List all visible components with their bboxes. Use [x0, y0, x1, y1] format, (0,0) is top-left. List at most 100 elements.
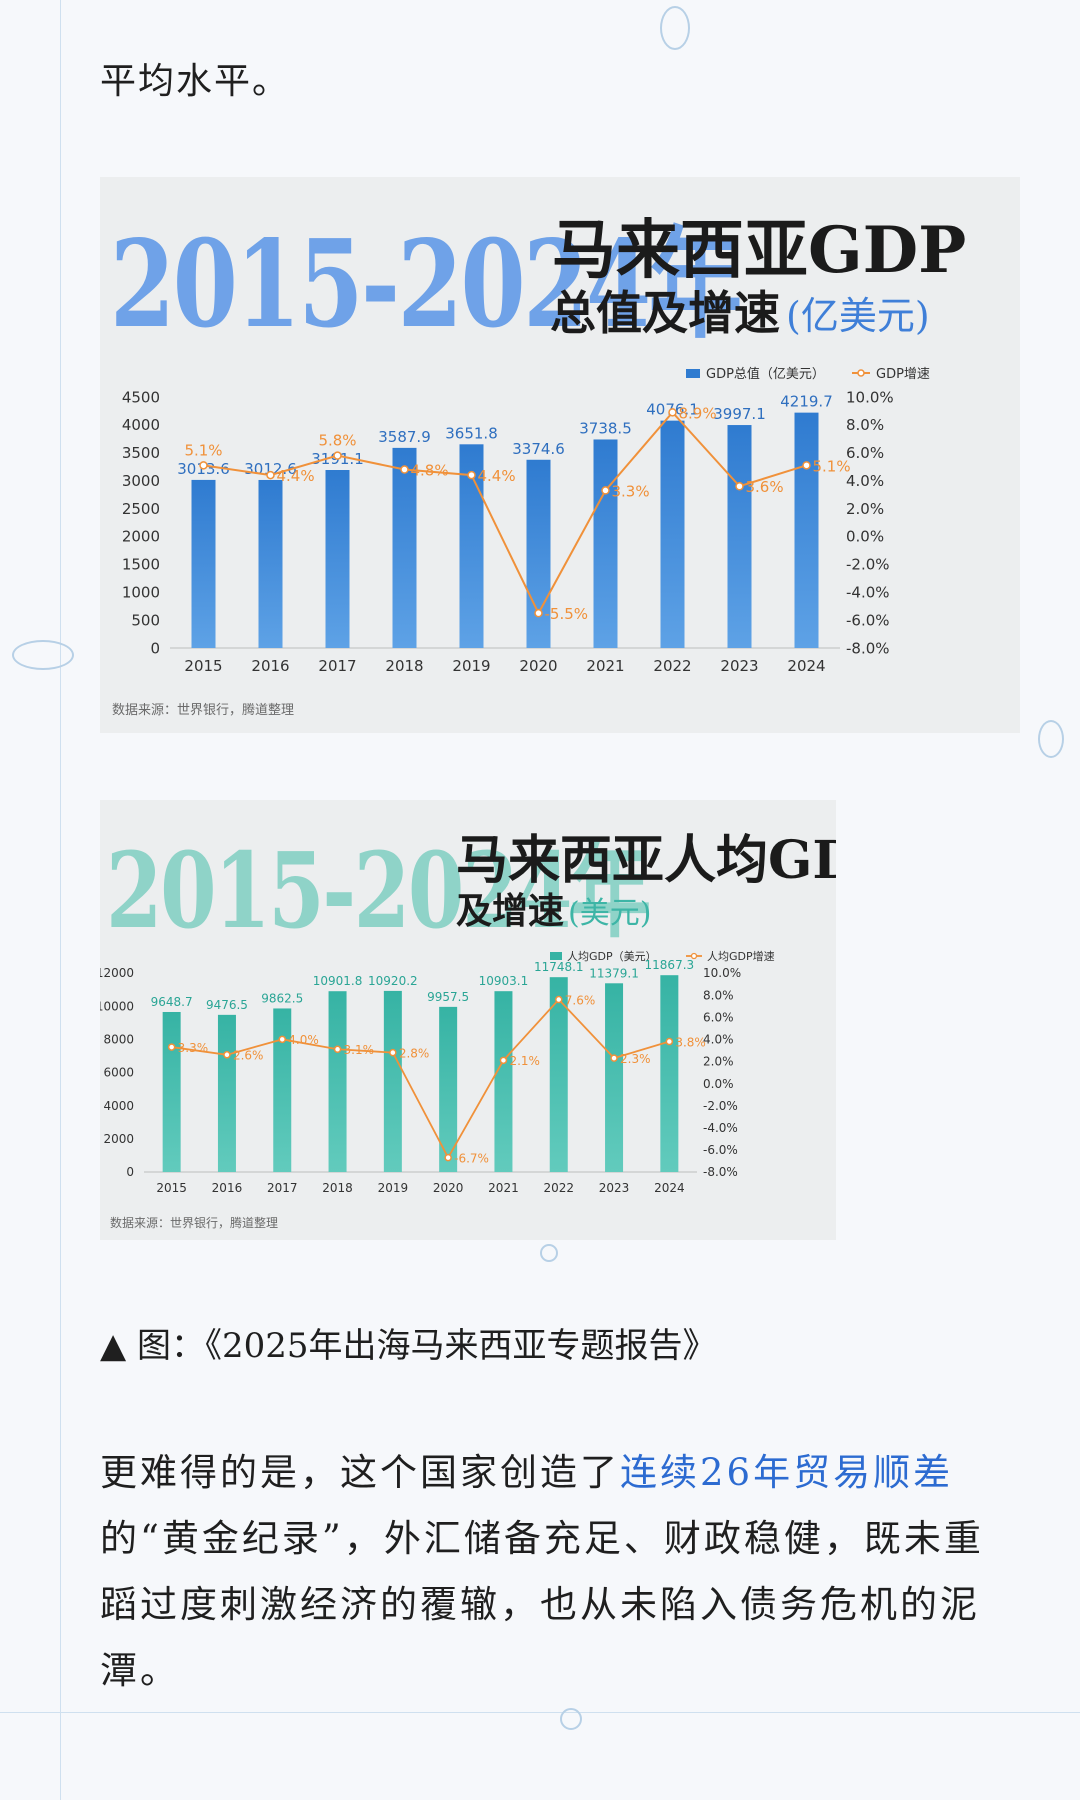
growth-point: [555, 995, 563, 1004]
figure-caption: ▲ 图：《2025年出海马来西亚专题报告》: [100, 1326, 717, 1366]
y-right-tick-label: -4.0%: [703, 1121, 738, 1135]
chart-subtitle-text: 总值及增速: [550, 286, 780, 340]
y-left-tick-label: 3500: [122, 444, 160, 462]
y-right-tick-label: 0.0%: [846, 528, 884, 546]
y-right-tick-label: 4.0%: [703, 1033, 734, 1047]
bar: [325, 470, 350, 648]
growth-value-label: 3.3%: [178, 1041, 209, 1055]
y-left-tick-label: 0: [126, 1165, 134, 1179]
x-tick-label: 2016: [212, 1181, 243, 1195]
y-right-tick-label: -4.0%: [846, 583, 890, 601]
x-tick-label: 2020: [433, 1181, 464, 1195]
x-tick-label: 2023: [599, 1181, 630, 1195]
growth-point: [333, 1045, 342, 1054]
chart-subtitle: 总值及增速 (亿美元): [550, 277, 930, 343]
legend: 人均GDP（美元） 人均GDP增速: [550, 949, 775, 963]
chart-subtitle-unit: (亿美元): [786, 294, 930, 338]
growth-value-label: -5.5%: [545, 605, 589, 623]
bar: [605, 983, 624, 1172]
x-tick-label: 2018: [322, 1181, 353, 1195]
y-right-tick-label: 4.0%: [846, 472, 884, 490]
x-tick-label: 2017: [318, 657, 356, 675]
y-left-tick-label: 1500: [122, 556, 160, 574]
y-right-tick-label: -6.0%: [703, 1143, 738, 1157]
x-tick-label: 2019: [378, 1181, 409, 1195]
growth-point: [665, 1037, 674, 1046]
legend: GDP总值（亿美元） GDP增速: [686, 366, 930, 382]
y-left-tick-label: 6000: [103, 1066, 134, 1080]
y-right-tick-label: -6.0%: [846, 611, 890, 629]
bar: [191, 479, 216, 648]
x-tick-label: 2021: [586, 657, 624, 675]
bar-value-label: 11379.1: [589, 966, 639, 980]
per-capita-gdp-chart-card: 2015-2024年 马来西亚人均GDP 及增速(美元) 人均GDP（美元） 人…: [100, 800, 836, 1240]
y-left-tick-label: 2000: [122, 528, 160, 546]
growth-value-label: 5.1%: [813, 457, 851, 475]
chart-subtitle: 及增速 (美元): [456, 882, 651, 934]
chart-subtitle-unit: (美元): [568, 896, 652, 931]
growth-value-label: 5.8%: [318, 432, 356, 450]
bar-value-label: 3738.5: [579, 419, 632, 437]
y-left-tick-label: 10000: [100, 999, 134, 1013]
x-tick-label: 2019: [452, 657, 490, 675]
bar-value-label: 10903.1: [479, 974, 529, 988]
chart-title-year: 2015-2024年: [106, 829, 651, 952]
y-left-tick-label: 4000: [122, 416, 160, 434]
body-text-part1: 更难得的是，这个国家创造了: [100, 1451, 620, 1494]
x-tick-label: 2024: [787, 657, 825, 675]
decoration-doodle: [560, 1708, 582, 1730]
y-right-tick-label: -8.0%: [846, 639, 890, 657]
growth-point: [467, 470, 476, 480]
body-text-part2: 的“黄金纪录”，外汇储备充足、财政稳健，既未重蹈过度刺激经济的覆辙，也从未陷入债…: [100, 1517, 984, 1692]
y-left-tick-label: 1000: [122, 583, 160, 601]
chart-title: 马来西亚GDP: [552, 213, 967, 288]
per-capita-gdp-chart-plot: 人均GDP（美元） 人均GDP增速 12000 10000 8000 6000 4000…: [100, 949, 775, 1195]
x-tick-label: 2024: [654, 1181, 685, 1195]
growth-value-label: 2.3%: [620, 1052, 651, 1066]
growth-value-label: 3.6%: [746, 478, 784, 496]
margin-rule-horizontal: [0, 1712, 1080, 1713]
bar: [794, 412, 819, 648]
growth-line: [203, 410, 807, 616]
bar: [383, 990, 402, 1172]
body-paragraph: 更难得的是，这个国家创造了连续26年贸易顺差的“黄金纪录”，外汇储备充足、财政稳…: [100, 1440, 1020, 1704]
growth-value-label: 2.1%: [509, 1054, 540, 1068]
growth-point: [389, 1048, 397, 1057]
x-tick-label: 2016: [251, 657, 289, 675]
bar: [217, 1014, 236, 1172]
growth-value-label: 4.0%: [288, 1033, 319, 1047]
bar-value-label: 10920.2: [368, 974, 418, 988]
growth-point: [610, 1054, 618, 1062]
bar-value-label: 9957.5: [427, 990, 469, 1004]
chart-source: 数据来源：世界银行，腾道整理: [112, 703, 295, 718]
bar: [494, 991, 513, 1172]
x-tick-label: 2023: [720, 657, 758, 675]
growth-point: [601, 486, 610, 495]
bar-value-label: 3587.9: [378, 428, 431, 446]
y-right-tick-label: -2.0%: [846, 556, 890, 574]
decoration-doodle: [1038, 720, 1064, 758]
gdp-chart-card: 2015-2024年 马来西亚GDP 总值及增速 (亿美元) GDP总值（亿美元）…: [100, 177, 1020, 733]
growth-value-label: -6.7%: [454, 1151, 489, 1165]
bar: [328, 991, 347, 1172]
growth-value-label: 5.1%: [184, 441, 222, 459]
growth-point: [199, 461, 208, 470]
y-left-tick-label: 500: [131, 611, 160, 629]
bar: [727, 425, 752, 648]
growth-point: [802, 461, 811, 470]
x-tick-label: 2015: [156, 1181, 187, 1195]
bar: [273, 1008, 292, 1172]
bar-value-label: 9476.5: [206, 998, 248, 1012]
legend-bar-swatch: [550, 952, 562, 960]
margin-rule-vertical: [60, 0, 61, 1800]
growth-point: [278, 1035, 286, 1044]
bar-value-label: 3997.1: [713, 405, 766, 423]
y-right-tick-label: 10.0%: [846, 388, 894, 406]
y-left-tick-label: 3000: [122, 472, 160, 490]
bar: [660, 420, 685, 648]
y-right-tick-label: 10.0%: [703, 966, 741, 980]
growth-point: [400, 465, 409, 474]
bar: [549, 977, 568, 1172]
y-right-tick-label: -2.0%: [703, 1099, 738, 1113]
y-left-tick-label: 8000: [103, 1033, 134, 1047]
